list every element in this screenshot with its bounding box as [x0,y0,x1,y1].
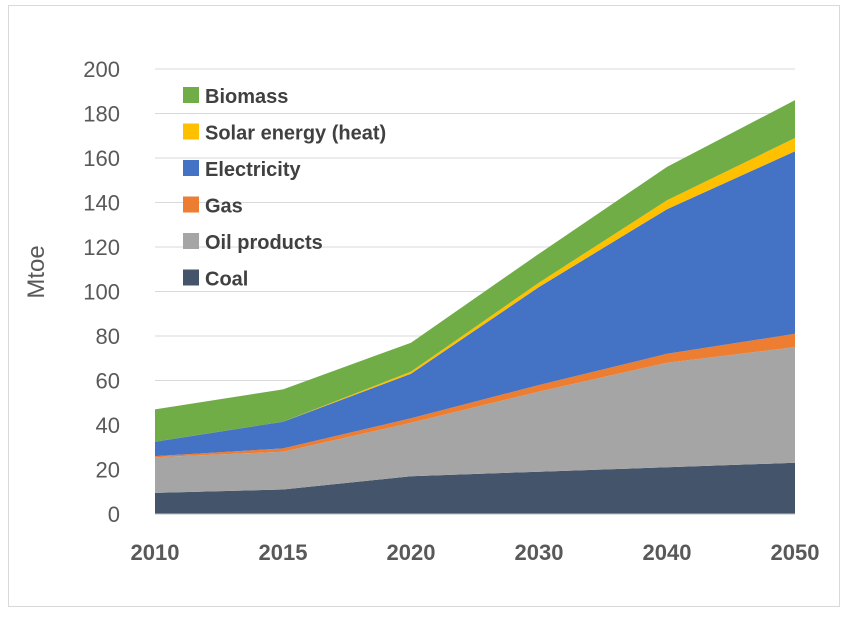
y-tick-labels: 0 20 40 60 80 100 120 140 160 180 200 [83,57,120,527]
y-tick-label: 20 [96,458,120,483]
area-oil-products [155,347,795,493]
legend-swatch-coal [183,269,199,286]
legend-label-biomass: Biomass [205,86,288,108]
x-tick-label: 2015 [259,540,308,565]
y-tick-label: 200 [83,57,120,82]
y-tick-label: 100 [83,280,120,305]
legend-swatch-gas [183,196,199,213]
x-tick-labels: 2010 2015 2020 2030 2040 2050 [131,540,820,565]
x-tick-label: 2010 [131,540,180,565]
area-series [155,100,795,514]
legend-label-gas: Gas [205,196,243,218]
y-tick-label: 40 [96,413,120,438]
y-axis-label: Mtoe [23,245,50,298]
y-tick-label: 80 [96,324,120,349]
y-tick-label: 120 [83,235,120,260]
legend-swatch-biomass [183,87,199,103]
legend-label-oil-products: Oil products [205,232,323,254]
y-tick-label: 140 [83,191,120,216]
legend-swatch-oil-products [183,233,199,249]
y-tick-label: 160 [83,146,120,171]
x-tick-label: 2040 [643,540,692,565]
x-tick-label: 2050 [771,540,820,565]
y-tick-label: 60 [96,369,120,394]
y-tick-label: 0 [108,502,120,527]
x-tick-label: 2030 [515,540,564,565]
area-gas [155,333,795,458]
legend-swatch-electricity [183,160,199,176]
y-tick-label: 180 [83,102,120,127]
legend-label-solar-energy-heat: Solar energy (heat) [205,123,386,145]
x-tick-label: 2020 [387,540,436,565]
legend: Biomass Solar energy (heat) Electricity Gas… [183,86,386,291]
legend-label-electricity: Electricity [205,159,301,181]
area-coal [155,462,795,514]
area-biomass [155,100,795,442]
legend-swatch-solar-energy-heat [183,123,199,140]
area-electricity [155,151,795,457]
legend-label-coal: Coal [205,269,248,291]
